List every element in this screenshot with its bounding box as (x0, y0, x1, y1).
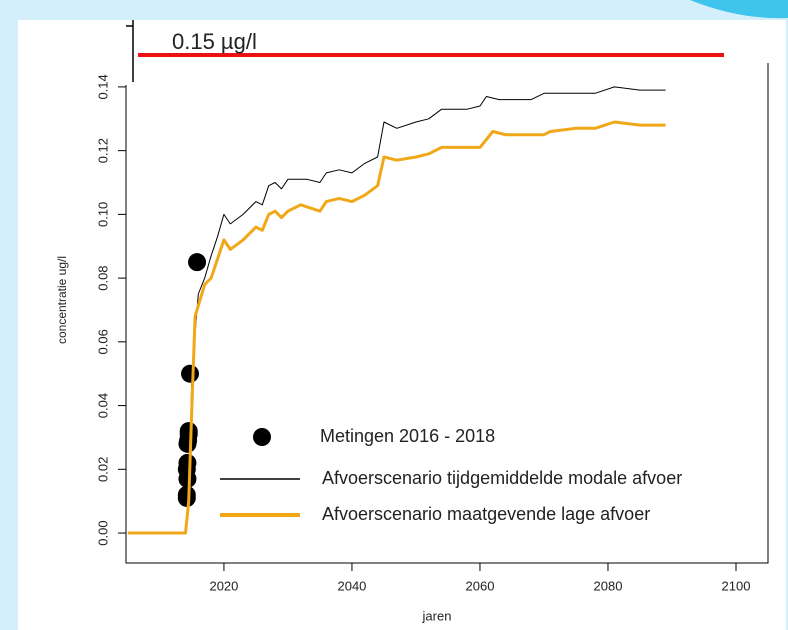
legend-label: Afvoerscenario tijdgemiddelde modale afv… (322, 468, 682, 488)
y-tick-label: 0.02 (95, 457, 110, 482)
y-tick-label: 0.00 (95, 520, 110, 545)
corner-decoration (690, 0, 788, 19)
measurement-point (178, 453, 197, 472)
y-tick-label: 0.06 (95, 329, 110, 354)
y-tick-label: 0.10 (95, 202, 110, 227)
x-tick-label: 2100 (722, 578, 751, 593)
x-tick-label: 2020 (209, 578, 238, 593)
reference-label: 0.15 µg/l (172, 29, 257, 54)
measurement-point (181, 364, 200, 383)
legend-label: Afvoerscenario maatgevende lage afvoer (322, 504, 650, 524)
y-tick-label: 0.04 (95, 393, 110, 418)
series-line (127, 86, 666, 534)
series-line (127, 120, 666, 535)
y-tick-label: 0.14 (95, 74, 110, 99)
panel (18, 20, 786, 630)
plot-frame (125, 63, 769, 564)
x-tick-label: 2080 (594, 578, 623, 593)
legend-label: Metingen 2016 - 2018 (320, 426, 495, 446)
y-axis-label: concentratie ug/l (55, 256, 69, 344)
y-tick-label: 0.08 (95, 265, 110, 290)
x-tick-label: 2060 (466, 578, 495, 593)
measurement-point (188, 253, 207, 272)
x-tick-label: 2040 (337, 578, 366, 593)
measurement-point (179, 422, 198, 441)
y-tick-label: 0.12 (95, 138, 110, 163)
measurement-point (177, 485, 196, 504)
x-axis-label: jaren (422, 608, 452, 623)
legend-symbol (253, 428, 271, 446)
